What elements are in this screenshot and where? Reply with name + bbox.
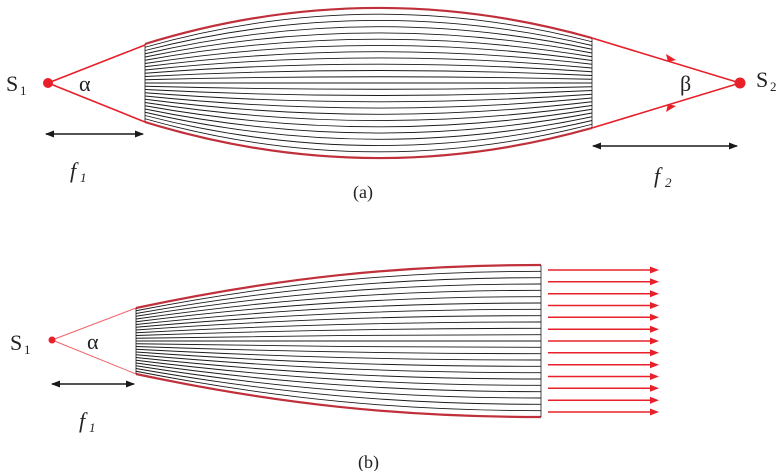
fiber-edge-b (135, 263, 542, 310)
fiber-line-b (135, 302, 542, 325)
fiber-line-a (144, 32, 593, 58)
fiber-line-a (144, 115, 593, 146)
label-s1-b: S (10, 330, 22, 355)
fiber-line-a (144, 95, 593, 109)
fiber-line-a (144, 118, 593, 153)
fiber-line-a (144, 89, 593, 96)
ray-head-icon (650, 408, 659, 416)
source-s1-point-a (43, 78, 53, 88)
label-f2-a: f (654, 163, 663, 188)
fiber-line-a (144, 111, 593, 140)
fiber-line-b (135, 283, 542, 317)
label-s1-sub-b: 1 (24, 342, 31, 357)
fiber-line-b (135, 348, 542, 361)
ray-head-icon (650, 373, 659, 380)
caption-a: (a) (353, 182, 373, 203)
fiber-line-b (135, 362, 542, 393)
ray-head-icon (650, 313, 659, 321)
fiber-line-b (135, 354, 542, 374)
panel-b: S 1 α f 1 (b) (10, 263, 659, 471)
label-f1-sub-b: 1 (89, 420, 96, 435)
fiber-edge-a (144, 120, 593, 160)
caption-b: (b) (358, 452, 379, 471)
ray-head-icon (650, 337, 659, 345)
fiber-line-a (144, 38, 593, 61)
output-rays-a (591, 37, 746, 129)
ray-head-icon (650, 325, 659, 333)
fiber-line-b (135, 277, 542, 314)
panel-a: S 1 α S 2 β f 1 f 2 (a) (6, 6, 777, 203)
fiber-line-a (144, 102, 593, 121)
fiber-line-b (135, 296, 542, 323)
label-s1-a: S (6, 71, 18, 96)
ray-upper-left-a (47, 44, 146, 84)
label-f2-sub-a: 2 (665, 175, 672, 190)
label-beta-a: β (680, 71, 691, 96)
fiber-line-a (144, 70, 593, 77)
fiber-line-b (135, 351, 542, 367)
ray-lower-left-b (51, 339, 137, 375)
fiber-line-b (135, 270, 542, 312)
ray-lower-right-a (591, 82, 741, 129)
fiber-line-a (144, 20, 593, 51)
ray-head-icon (650, 349, 659, 357)
ray-head-icon (650, 278, 659, 286)
fiber-bundle-b (135, 263, 542, 419)
fiber-line-b (135, 357, 542, 380)
fiber-line-b (135, 368, 542, 405)
ray-head-icon (650, 266, 659, 274)
source-s1-point-b (48, 336, 56, 344)
fiber-line-a (144, 92, 593, 103)
label-s2-sub-a: 2 (770, 79, 777, 94)
label-f1-b: f (79, 408, 88, 433)
ray-lower-left-a (47, 82, 146, 123)
ray-head-icon (650, 361, 659, 369)
fiber-bundle-a (144, 6, 593, 160)
fiber-line-b (135, 370, 542, 412)
label-f1-a: f (70, 158, 79, 183)
ray-head-icon (650, 396, 659, 404)
fiber-line-a (144, 26, 593, 55)
fiber-edge-b (135, 372, 542, 419)
fiber-line-b (135, 315, 542, 331)
fiber-line-b (135, 289, 542, 320)
ray-upper-right-a (591, 37, 741, 84)
label-s2-a: S (756, 67, 768, 92)
label-s1-sub-a: 1 (20, 83, 27, 98)
source-s2-point-a (734, 77, 746, 89)
fiber-line-b (135, 327, 542, 336)
fiber-line-b (135, 346, 542, 355)
input-rays-a (43, 44, 146, 123)
fiber-line-a (144, 105, 593, 128)
fiber-line-a (144, 13, 593, 48)
fiber-line-a (144, 57, 593, 71)
ray-upper-left-b (51, 307, 137, 341)
label-f1-sub-a: 1 (80, 170, 87, 185)
fiber-edge-a (144, 6, 593, 46)
fiber-line-a (144, 98, 593, 115)
fiber-line-a (144, 108, 593, 134)
fiber-line-a (144, 45, 593, 64)
fiber-line-a (144, 76, 593, 81)
label-alpha-a: α (79, 71, 91, 96)
output-rays-b (548, 266, 659, 416)
fiber-line-b (135, 321, 542, 334)
input-rays-b (48, 307, 137, 375)
fiber-line-b (135, 365, 542, 399)
ray-head-icon (650, 384, 659, 392)
fiber-line-b (135, 359, 542, 386)
fiber-line-b (135, 343, 542, 348)
fiber-line-a (144, 63, 593, 74)
fiber-line-b (135, 334, 542, 339)
ray-head-upper-right-a (666, 54, 676, 62)
ray-head-icon (650, 290, 659, 298)
fiber-line-b (135, 308, 542, 328)
fiber-line-a (144, 85, 593, 90)
label-alpha-b: α (87, 329, 99, 354)
ray-head-icon (650, 302, 659, 309)
fiber-line-a (144, 51, 593, 68)
ray-head-lower-right-a (666, 104, 676, 112)
